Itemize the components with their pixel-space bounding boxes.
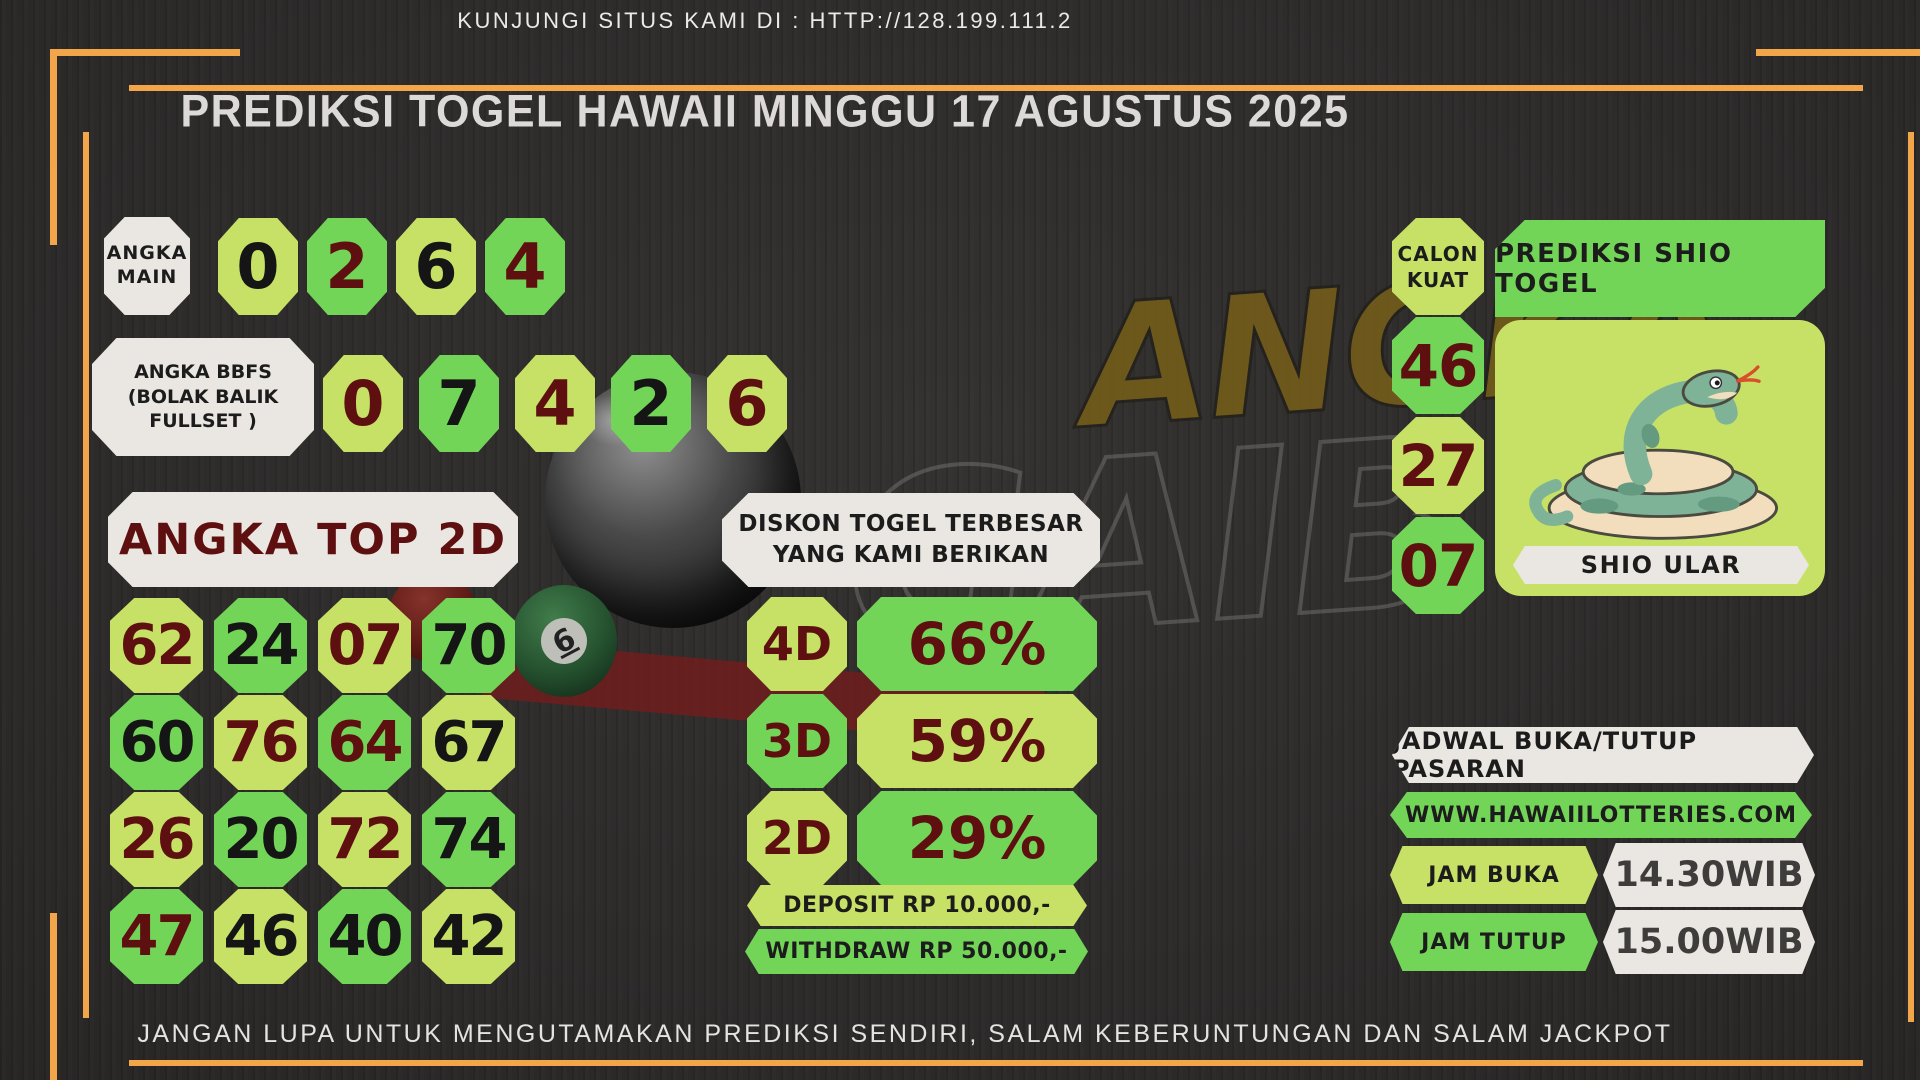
diskon-row-percentage: 66%	[857, 597, 1097, 691]
diskon-row: 2D 29%	[747, 791, 1097, 885]
diskon-row-label: 3D	[747, 694, 847, 788]
calon-kuat-number-octagon: 46	[1392, 317, 1484, 414]
angka-top-2d-banner: ANGKA TOP 2D	[108, 492, 518, 587]
jadwal-row: JAM TUTUP 15.00WIB	[1390, 910, 1815, 974]
angka-bbfs-digit-octagon: 0	[323, 355, 403, 452]
jam-label: JAM TUTUP	[1390, 913, 1598, 971]
top-2d-number-octagon: 72	[318, 792, 411, 887]
frame-line-inner-left	[83, 132, 89, 1018]
angka-main-label: ANGKA MAIN	[104, 217, 190, 315]
calon-kuat-label: CALON KUAT	[1392, 218, 1484, 315]
frame-line-top-left-horizontal	[50, 49, 240, 56]
angka-main-digit-octagon: 0	[218, 218, 298, 315]
deposit-banner: DEPOSIT RP 10.000,-	[747, 885, 1087, 926]
angka-main-digit-octagon: 6	[396, 218, 476, 315]
diskon-row-percentage: 29%	[857, 791, 1097, 885]
angka-main-digit-octagon: 4	[485, 218, 565, 315]
diskon-row-percentage: 59%	[857, 694, 1097, 788]
diskon-title-line1: DISKON TOGEL TERBESAR	[738, 510, 1084, 537]
shio-panel-title: PREDIKSI SHIO TOGEL	[1495, 220, 1825, 317]
site-url-header[interactable]: KUNJUNGI SITUS KAMI DI : HTTP://128.199.…	[457, 8, 1073, 33]
calon-kuat-number-octagon: 07	[1392, 517, 1484, 614]
calon-kuat-line1: CALON	[1397, 241, 1479, 266]
top-2d-number-octagon: 47	[110, 889, 203, 984]
angka-bbfs-digits: 0 7 4 2 6	[323, 355, 787, 452]
page-title: PREDIKSI TOGEL HAWAII MINGGU 17 AGUSTUS …	[180, 86, 1350, 138]
diskon-row-label: 2D	[747, 791, 847, 885]
calon-kuat-numbers: 46 27 07	[1392, 317, 1484, 614]
diskon-row-label: 4D	[747, 597, 847, 691]
top-2d-number-octagon: 76	[214, 695, 307, 790]
shio-animal-label: SHIO ULAR	[1513, 546, 1809, 584]
frame-line-inner-right	[1908, 132, 1914, 1022]
jam-value: 14.30WIB	[1603, 843, 1815, 907]
top-2d-number-octagon: 26	[110, 792, 203, 887]
bbfs-label-line3: FULLSET )	[149, 410, 257, 433]
angka-bbfs-digit-octagon: 2	[611, 355, 691, 452]
diskon-rows: 4D 66% 3D 59% 2D 29%	[747, 597, 1097, 885]
angka-bbfs-label: ANGKA BBFS (BOLAK BALIK FULLSET )	[92, 338, 314, 456]
angka-bbfs-digit-octagon: 4	[515, 355, 595, 452]
frame-line-bottom-left-vertical	[50, 913, 57, 1080]
frame-line-top-right-horizontal	[1756, 49, 1920, 56]
footer-note: JANGAN LUPA UNTUK MENGUTAMAKAN PREDIKSI …	[137, 1020, 1673, 1048]
website-banner[interactable]: WWW.HAWAIILOTTERIES.COM	[1390, 792, 1812, 838]
withdraw-banner: WITHDRAW RP 50.000,-	[745, 929, 1088, 974]
bbfs-label-line2: (BOLAK BALIK	[127, 385, 279, 408]
top-2d-number-octagon: 64	[318, 695, 411, 790]
frame-line-inner-top	[129, 85, 1863, 91]
top-2d-number-octagon: 24	[214, 598, 307, 693]
jadwal-rows: JAM BUKA 14.30WIB JAM TUTUP 15.00WIB	[1390, 843, 1815, 974]
top-2d-number-octagon: 20	[214, 792, 307, 887]
jam-value: 15.00WIB	[1603, 910, 1815, 974]
angka-bbfs-digit-octagon: 6	[707, 355, 787, 452]
top-2d-number-octagon: 70	[422, 598, 515, 693]
jadwal-title-banner: JADWAL BUKA/TUTUP PASARAN	[1392, 727, 1814, 783]
frame-line-top-left-vertical	[50, 49, 57, 245]
snake-icon	[1529, 365, 1779, 540]
diskon-banner: DISKON TOGEL TERBESAR YANG KAMI BERIKAN	[722, 493, 1100, 587]
diskon-row: 4D 66%	[747, 597, 1097, 691]
top-2d-number-octagon: 07	[318, 598, 411, 693]
top-2d-number-octagon: 74	[422, 792, 515, 887]
calon-kuat-number-octagon: 27	[1392, 417, 1484, 514]
diskon-row: 3D 59%	[747, 694, 1097, 788]
top-2d-number-octagon: 62	[110, 598, 203, 693]
top-2d-number-octagon: 46	[214, 889, 307, 984]
top-2d-number-octagon: 42	[422, 889, 515, 984]
angka-main-digits: 0 2 6 4	[218, 218, 565, 315]
top-2d-number-octagon: 60	[110, 695, 203, 790]
billiard-6ball-decoration: 6	[511, 585, 617, 697]
billiard-6ball-number: 6	[532, 609, 596, 673]
calon-kuat-line2: KUAT	[1406, 267, 1470, 292]
jadwal-row: JAM BUKA 14.30WIB	[1390, 843, 1815, 907]
top-2d-number-octagon: 67	[422, 695, 515, 790]
diskon-title-line2: YANG KAMI BERIKAN	[772, 542, 1050, 568]
jam-label: JAM BUKA	[1390, 846, 1598, 904]
bbfs-label-line1: ANGKA BBFS	[134, 360, 272, 383]
angka-top-2d-grid: 62 24 07 70 60 76 64 67 26 20 72 74 47 4…	[110, 598, 515, 984]
angka-main-digit-octagon: 2	[307, 218, 387, 315]
snake-illustration	[1505, 326, 1815, 544]
top-2d-number-octagon: 40	[318, 889, 411, 984]
frame-line-inner-bottom	[129, 1060, 1863, 1066]
angka-bbfs-digit-octagon: 7	[419, 355, 499, 452]
